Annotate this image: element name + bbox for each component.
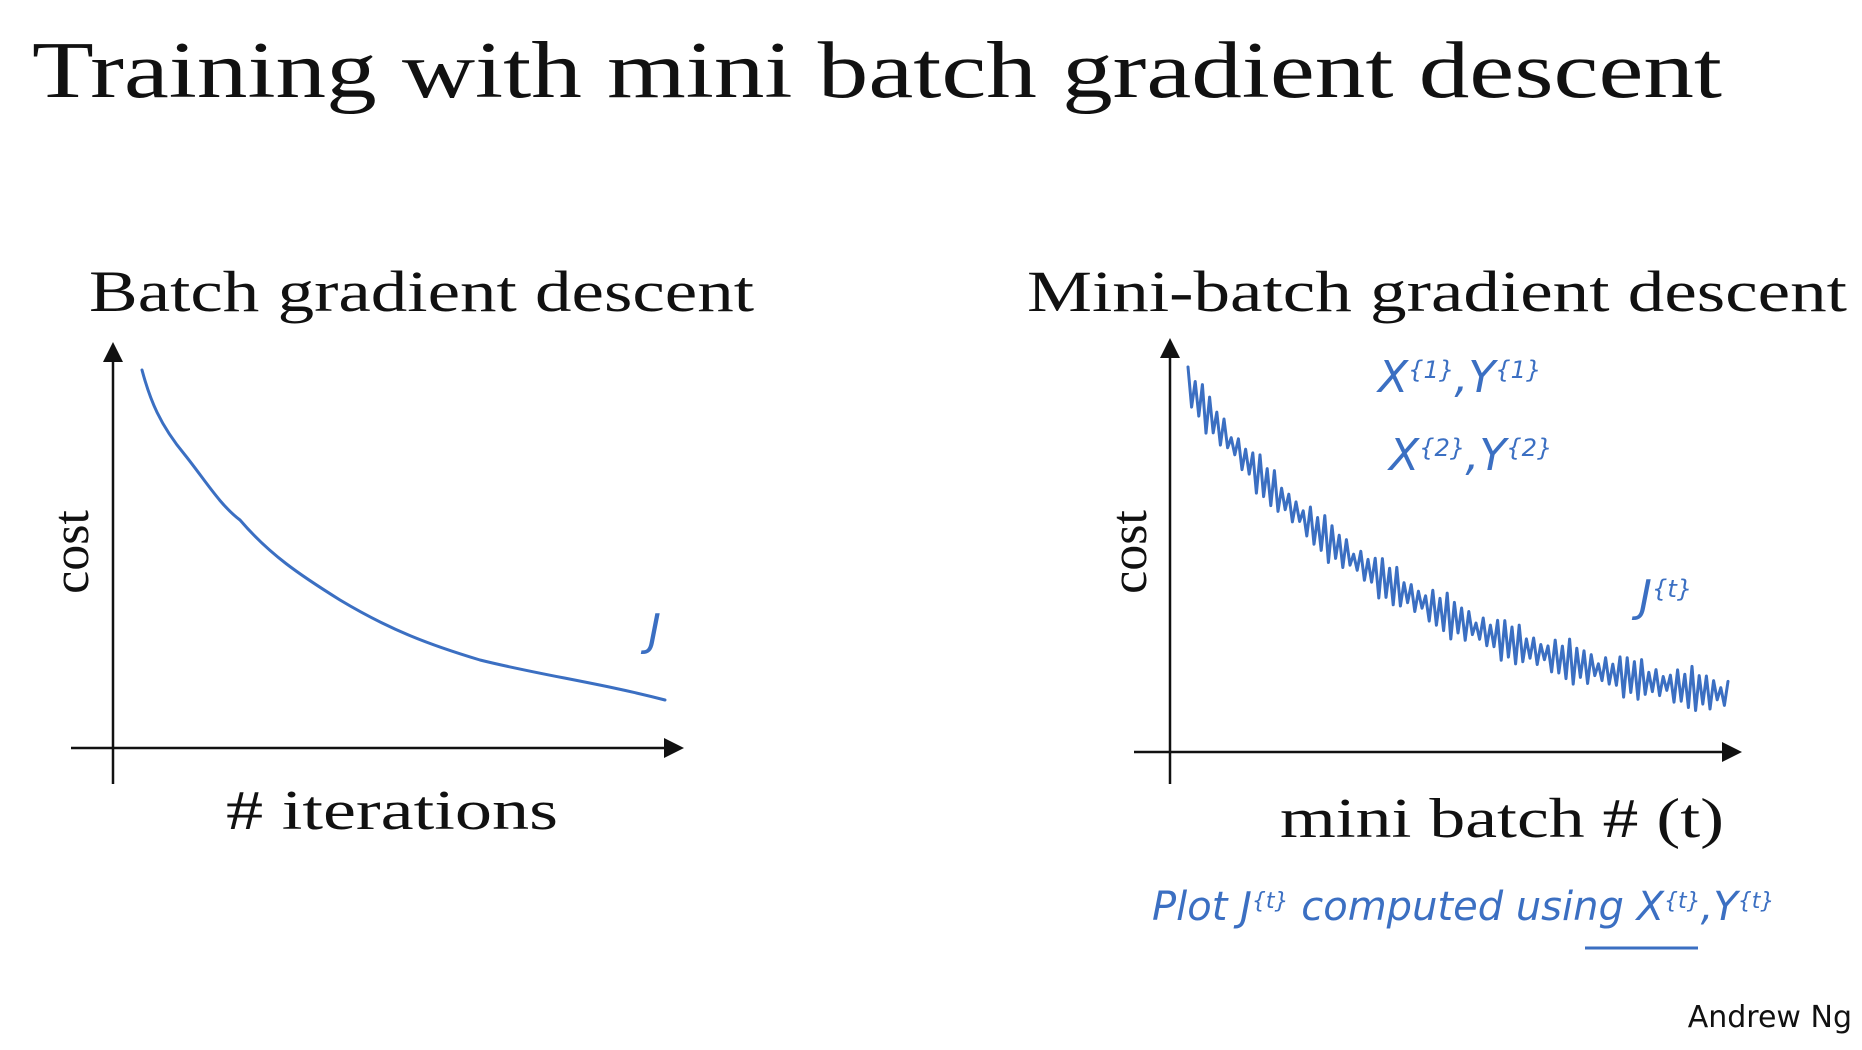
- annotation-text: ,: [1465, 430, 1479, 481]
- annotation-sup: {t}: [1738, 889, 1775, 914]
- annotation: Plot J{t} computed using X{t},Y{t}: [1152, 884, 1774, 930]
- annotation-text: Y: [1468, 352, 1498, 403]
- annotation-text: Y: [1713, 884, 1741, 930]
- chart-title: Mini-batch gradient descent: [1027, 259, 1847, 324]
- annotation-sup: {2}: [1506, 434, 1552, 462]
- annotation-text: X: [1387, 430, 1420, 481]
- annotation-sup: {t}: [1664, 889, 1701, 914]
- annotation-sup: {1}: [1495, 356, 1541, 384]
- cost-curve: [1186, 365, 1730, 712]
- annotation-sup: {2}: [1419, 434, 1465, 462]
- annotation-text: J: [1631, 571, 1652, 622]
- annotation-text: computed using: [1289, 884, 1637, 930]
- annotation-sup: {1}: [1408, 356, 1454, 384]
- annotation-text: X: [1635, 884, 1666, 930]
- annotation-text: X: [1376, 352, 1409, 403]
- y-axis-label: cost: [43, 510, 100, 594]
- y-axis-label: cost: [1101, 510, 1158, 594]
- annotation-text: ,: [1701, 884, 1714, 930]
- annotation-text: ,: [1454, 352, 1468, 403]
- annotation: J: [640, 605, 661, 656]
- annotation: J{t}: [1631, 571, 1692, 622]
- annotation-sup: {t}: [1652, 575, 1692, 603]
- slide-title: Training with mini batch gradient descen…: [32, 27, 1722, 115]
- chart-title: Batch gradient descent: [89, 259, 754, 324]
- x-axis-label: mini batch # (t): [1280, 788, 1724, 850]
- annotation-sup: {t}: [1252, 889, 1289, 914]
- cost-curve: [140, 368, 667, 702]
- annotation: X{1},Y{1}: [1376, 352, 1541, 403]
- annotation: X{2},Y{2}: [1387, 430, 1552, 481]
- annotation-text: J: [640, 605, 661, 656]
- footer: Andrew Ng: [1688, 1000, 1852, 1035]
- annotation-text: Y: [1479, 430, 1509, 481]
- x-axis-label: # iterations: [226, 780, 558, 842]
- annotation-text: Plot: [1152, 884, 1240, 930]
